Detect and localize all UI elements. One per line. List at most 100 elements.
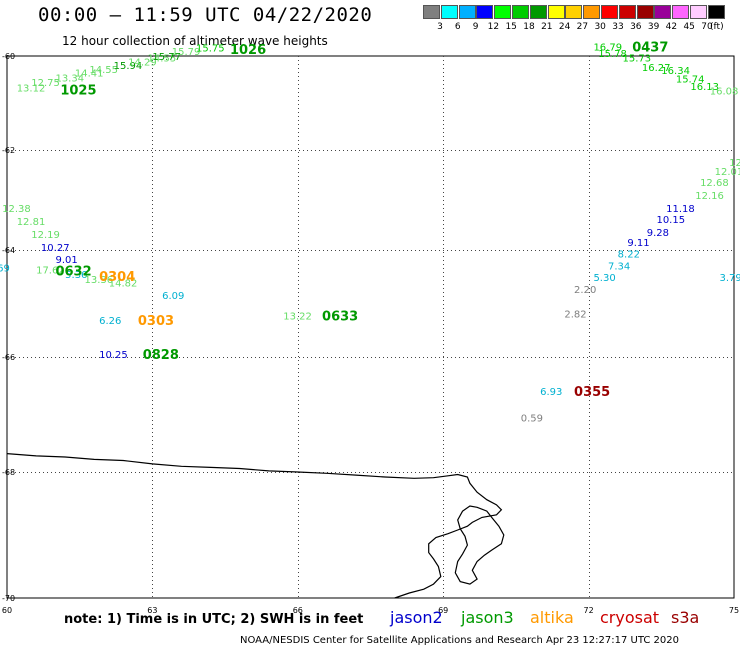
lon-tick-label: 63 [147, 606, 157, 615]
wave-height-label: 8.22 [618, 249, 640, 260]
satellite-s3a: s3a [671, 608, 700, 627]
time-label: 0304 [99, 270, 135, 285]
wave-height-label: 17.62 [36, 266, 65, 277]
time-label: 0437 [632, 40, 668, 55]
wave-height-label: 15.74 [676, 74, 705, 85]
legend-swatch [690, 5, 707, 19]
legend-swatch [476, 5, 494, 19]
wave-height-label: 13.34 [55, 73, 84, 84]
time-label: 1026 [230, 43, 266, 58]
legend-label: 70 [701, 22, 713, 32]
legend-swatch [583, 5, 601, 19]
satellite-cryosat: cryosat [600, 608, 660, 627]
wave-height-label: 13.12 [17, 84, 46, 95]
wave-height-label: 14.29 [128, 57, 157, 68]
legend-label: 36 [630, 22, 642, 32]
wave-height-label: 6.09 [162, 291, 184, 302]
wave-height-label: 15.79 [172, 47, 201, 58]
legend-label: 42 [665, 22, 678, 32]
time-label: 0303 [138, 314, 174, 329]
wave-height-label: 14.55 [89, 65, 118, 76]
legend-swatch [654, 5, 672, 19]
legend-swatch [601, 5, 618, 19]
wave-height-label: 15.73 [623, 54, 652, 65]
legend-label: 24 [558, 22, 571, 32]
time-label: 1025 [60, 84, 96, 99]
wave-height-label: 14.41 [75, 69, 104, 80]
legend-swatch [636, 5, 654, 19]
lat-tick-label: -68 [2, 468, 15, 477]
wave-height-label: 0.59 [521, 413, 543, 424]
wave-height-label: 5.30 [593, 273, 615, 284]
legend-label: 30 [594, 22, 606, 32]
wave-height-label: 8.69 [0, 263, 10, 274]
legend-unit: (ft) [710, 22, 724, 32]
wave-height-label: 9.11 [627, 238, 649, 249]
legend-label: 45 [683, 22, 695, 32]
time-labels: 1025 1026 0632 0304 0303 0828 0633 0355 0437 [55, 40, 668, 400]
wave-height-label: 5.36 [65, 270, 87, 281]
legend-swatch [565, 5, 583, 19]
map-frame [6, 55, 735, 599]
wave-height-label: 16.34 [661, 66, 690, 77]
lat-tick-label: -60 [2, 52, 15, 61]
chart-title: 00:00 – 11:59 UTC 04/22/2020 [38, 4, 373, 26]
legend-swatch [458, 5, 476, 19]
legend-swatch [512, 5, 529, 19]
coastline [6, 453, 505, 599]
legend-swatch [494, 5, 512, 19]
legend-label: 27 [576, 22, 589, 32]
legend-swatch [529, 5, 547, 19]
legend-label: 33 [612, 22, 624, 32]
wave-height-label: 16.27 [642, 63, 671, 74]
legend-label: 18 [523, 22, 535, 32]
legend-swatch [618, 5, 636, 19]
time-label: 0632 [55, 265, 91, 280]
wave-height-label: 14.55 [148, 54, 177, 65]
wave-height-label: 16.08 [710, 87, 739, 98]
wave-height-label: 10.27 [41, 243, 70, 254]
wave-height-label: 12.19 [31, 230, 60, 241]
wave-height-label: 10.25 [99, 350, 128, 361]
lon-tick-label: 72 [584, 606, 594, 615]
lat-tick-label: -70 [2, 594, 15, 603]
legend-label: 12 [487, 22, 500, 32]
legend-label: 21 [541, 22, 553, 32]
legend-label: 6 [454, 22, 461, 32]
wave-height-label: 11.18 [666, 204, 695, 215]
wave-height-label: 10.15 [656, 215, 685, 226]
wave-height-label: 2.82 [564, 309, 586, 320]
wave-height-label: 6.93 [540, 387, 562, 398]
wave-height-label: 15.78 [598, 49, 627, 60]
wave-height-label: 16.13 [690, 82, 719, 93]
time-label: 0633 [322, 310, 358, 325]
legend-label: 3 [437, 22, 443, 32]
lon-tick-label: 66 [293, 606, 303, 615]
wave-height-label: 16.79 [593, 42, 622, 53]
axis-tick-labels: 60 63 66 69 72 75 -60 -62 -64 -66 -68 -70 [2, 52, 739, 615]
legend-swatch [707, 5, 725, 19]
legend-swatch [423, 5, 440, 19]
wave-height-labels: 13.1212.7513.3414.4114.5515.9414.2914.55… [0, 42, 740, 424]
wave-height-label: 15.75 [196, 43, 225, 54]
legend-swatch [440, 5, 458, 19]
wave-height-label: 12.68 [700, 178, 729, 189]
coastline-path [6, 453, 503, 599]
lat-tick-label: -62 [2, 146, 15, 155]
wave-height-label: 12.38 [2, 204, 31, 215]
satellite-jason2: jason2 [390, 608, 443, 627]
footer-credit: NOAA/NESDIS Center for Satellite Applica… [240, 635, 679, 646]
footer-note: note: 1) Time is in UTC; 2) SWH is in fe… [64, 612, 364, 627]
wave-height-label: 15.77 [152, 52, 181, 63]
wave-height-label: 6.26 [99, 316, 121, 327]
satellite-altika: altika [530, 608, 574, 627]
map-grid [6, 55, 735, 599]
lon-tick-label: 69 [438, 606, 448, 615]
legend-swatch [547, 5, 565, 19]
wave-height-label: 12.81 [17, 217, 46, 228]
wave-height-label: 12. [729, 158, 740, 169]
time-label: 0355 [574, 385, 610, 400]
satellite-jason3: jason3 [461, 608, 514, 627]
wave-height-label: 7.34 [608, 261, 630, 272]
